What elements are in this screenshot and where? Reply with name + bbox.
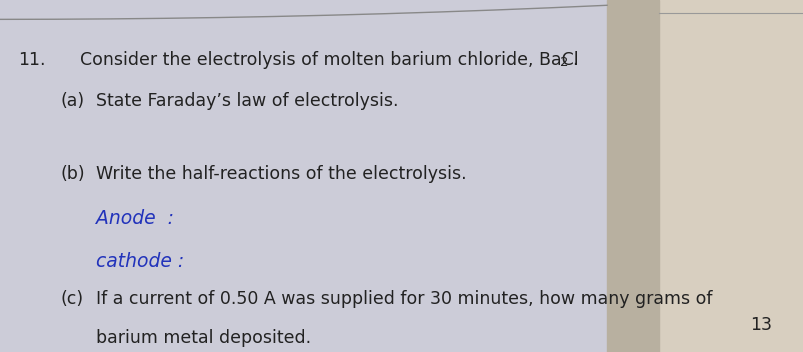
Text: If a current of 0.50 A was supplied for 30 minutes, how many grams of: If a current of 0.50 A was supplied for … xyxy=(96,290,712,308)
Text: 2: 2 xyxy=(559,56,568,69)
Text: cathode :: cathode : xyxy=(96,252,185,271)
Polygon shape xyxy=(606,0,658,352)
Text: (c): (c) xyxy=(60,290,84,308)
Text: Consider the electrolysis of molten barium chloride, BaCl: Consider the electrolysis of molten bari… xyxy=(80,51,578,69)
Text: .: . xyxy=(572,51,577,69)
Text: 11.: 11. xyxy=(18,51,45,69)
Text: 13: 13 xyxy=(749,316,771,334)
Bar xyxy=(658,0,803,352)
Text: barium metal deposited.: barium metal deposited. xyxy=(96,329,312,347)
Text: State Faraday’s law of electrolysis.: State Faraday’s law of electrolysis. xyxy=(96,92,398,109)
Text: Anode  :: Anode : xyxy=(96,209,174,228)
Text: (b): (b) xyxy=(60,165,85,183)
Text: (a): (a) xyxy=(60,92,84,109)
Text: Write the half-reactions of the electrolysis.: Write the half-reactions of the electrol… xyxy=(96,165,467,183)
